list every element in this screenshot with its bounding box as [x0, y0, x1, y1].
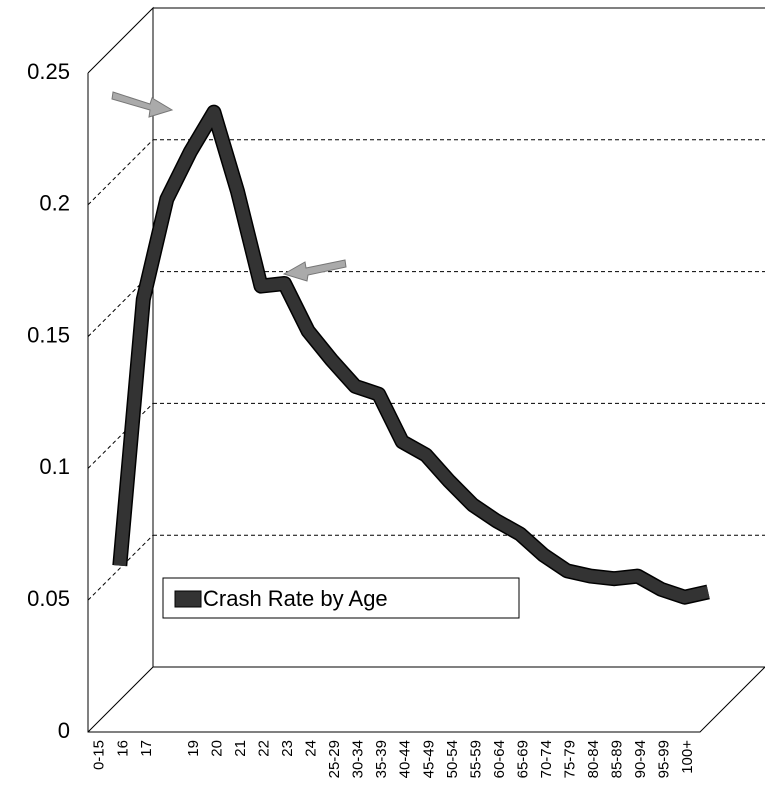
- y-tick-label: 0.05: [27, 586, 70, 611]
- chart-frame: [87, 6, 765, 733]
- legend-label: Crash Rate by Age: [203, 586, 388, 611]
- line: [113, 106, 710, 604]
- x-tick-label: 24: [303, 740, 320, 757]
- annotation-arrow: [282, 259, 347, 282]
- line-outline: [112, 104, 710, 605]
- front-axes: [87, 73, 765, 733]
- x-tick-label: 35-39: [373, 740, 390, 778]
- x-tick-label: 95-99: [656, 740, 673, 778]
- x-tick-label: 50-54: [444, 740, 461, 778]
- x-tick-label: 100+: [679, 740, 696, 774]
- x-tick-label: 70-74: [538, 740, 555, 778]
- x-tick-label: 20: [208, 740, 225, 757]
- x-tick-label: 75-79: [562, 740, 579, 778]
- x-tick-label: 16: [114, 740, 131, 757]
- x-tick-label: 40-44: [397, 740, 414, 778]
- x-tick-label: 23: [279, 740, 296, 757]
- x-tick-label: 0-15: [91, 740, 108, 770]
- x-tick-label: 25-29: [326, 740, 343, 778]
- left-wall: [87, 6, 154, 733]
- y-tick-label: 0.25: [27, 59, 70, 84]
- grid-line: [87, 271, 154, 337]
- x-tick-label: 65-69: [514, 740, 531, 778]
- x-tick-label: 30-34: [350, 740, 367, 778]
- legend-swatch: [174, 590, 202, 608]
- x-tick-label: 55-59: [467, 740, 484, 778]
- y-tick-label: 0.2: [39, 191, 70, 216]
- x-tick-label: 19: [185, 740, 202, 757]
- legend: [162, 577, 520, 619]
- x-tick-label: 85-89: [609, 740, 626, 778]
- annotation-arrow: [111, 91, 174, 118]
- y-tick-label: 0.1: [39, 454, 70, 479]
- x-tick-label: 90-94: [632, 740, 649, 778]
- grid-line: [87, 403, 154, 469]
- grid-line: [87, 534, 154, 601]
- x-tick-label: 22: [256, 740, 273, 757]
- grid-line: [87, 139, 154, 206]
- x-tick-label: 60-64: [491, 740, 508, 778]
- x-tick-label: 45-49: [420, 740, 437, 778]
- y-tick-label: 0: [58, 718, 70, 743]
- x-tick-label: 21: [232, 740, 249, 757]
- x-tick-label: 17: [138, 740, 155, 757]
- x-tick-label: 80-84: [585, 740, 602, 778]
- y-tick-label: 0.15: [27, 322, 70, 347]
